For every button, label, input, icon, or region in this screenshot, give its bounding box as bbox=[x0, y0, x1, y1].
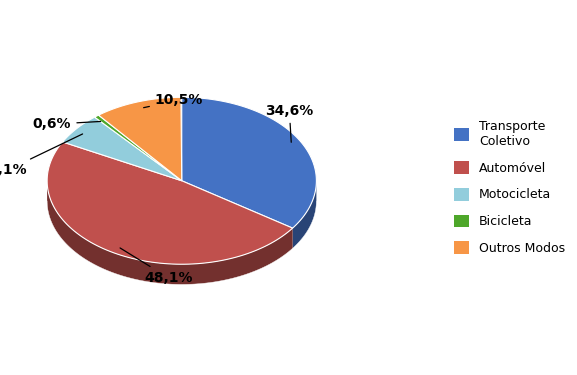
Polygon shape bbox=[293, 181, 316, 248]
Polygon shape bbox=[47, 181, 293, 284]
Polygon shape bbox=[99, 97, 182, 181]
Polygon shape bbox=[62, 117, 182, 181]
Text: 34,6%: 34,6% bbox=[265, 104, 313, 142]
Polygon shape bbox=[95, 115, 182, 181]
Text: 0,6%: 0,6% bbox=[33, 117, 100, 131]
Text: 6,1%: 6,1% bbox=[0, 134, 83, 177]
Text: 48,1%: 48,1% bbox=[120, 248, 193, 285]
Polygon shape bbox=[182, 97, 316, 228]
Legend: Transporte
Coletivo, Automóvel, Motocicleta, Bicicleta, Outros Modos: Transporte Coletivo, Automóvel, Motocicl… bbox=[454, 120, 565, 255]
Polygon shape bbox=[47, 142, 293, 264]
Text: 10,5%: 10,5% bbox=[144, 93, 203, 108]
